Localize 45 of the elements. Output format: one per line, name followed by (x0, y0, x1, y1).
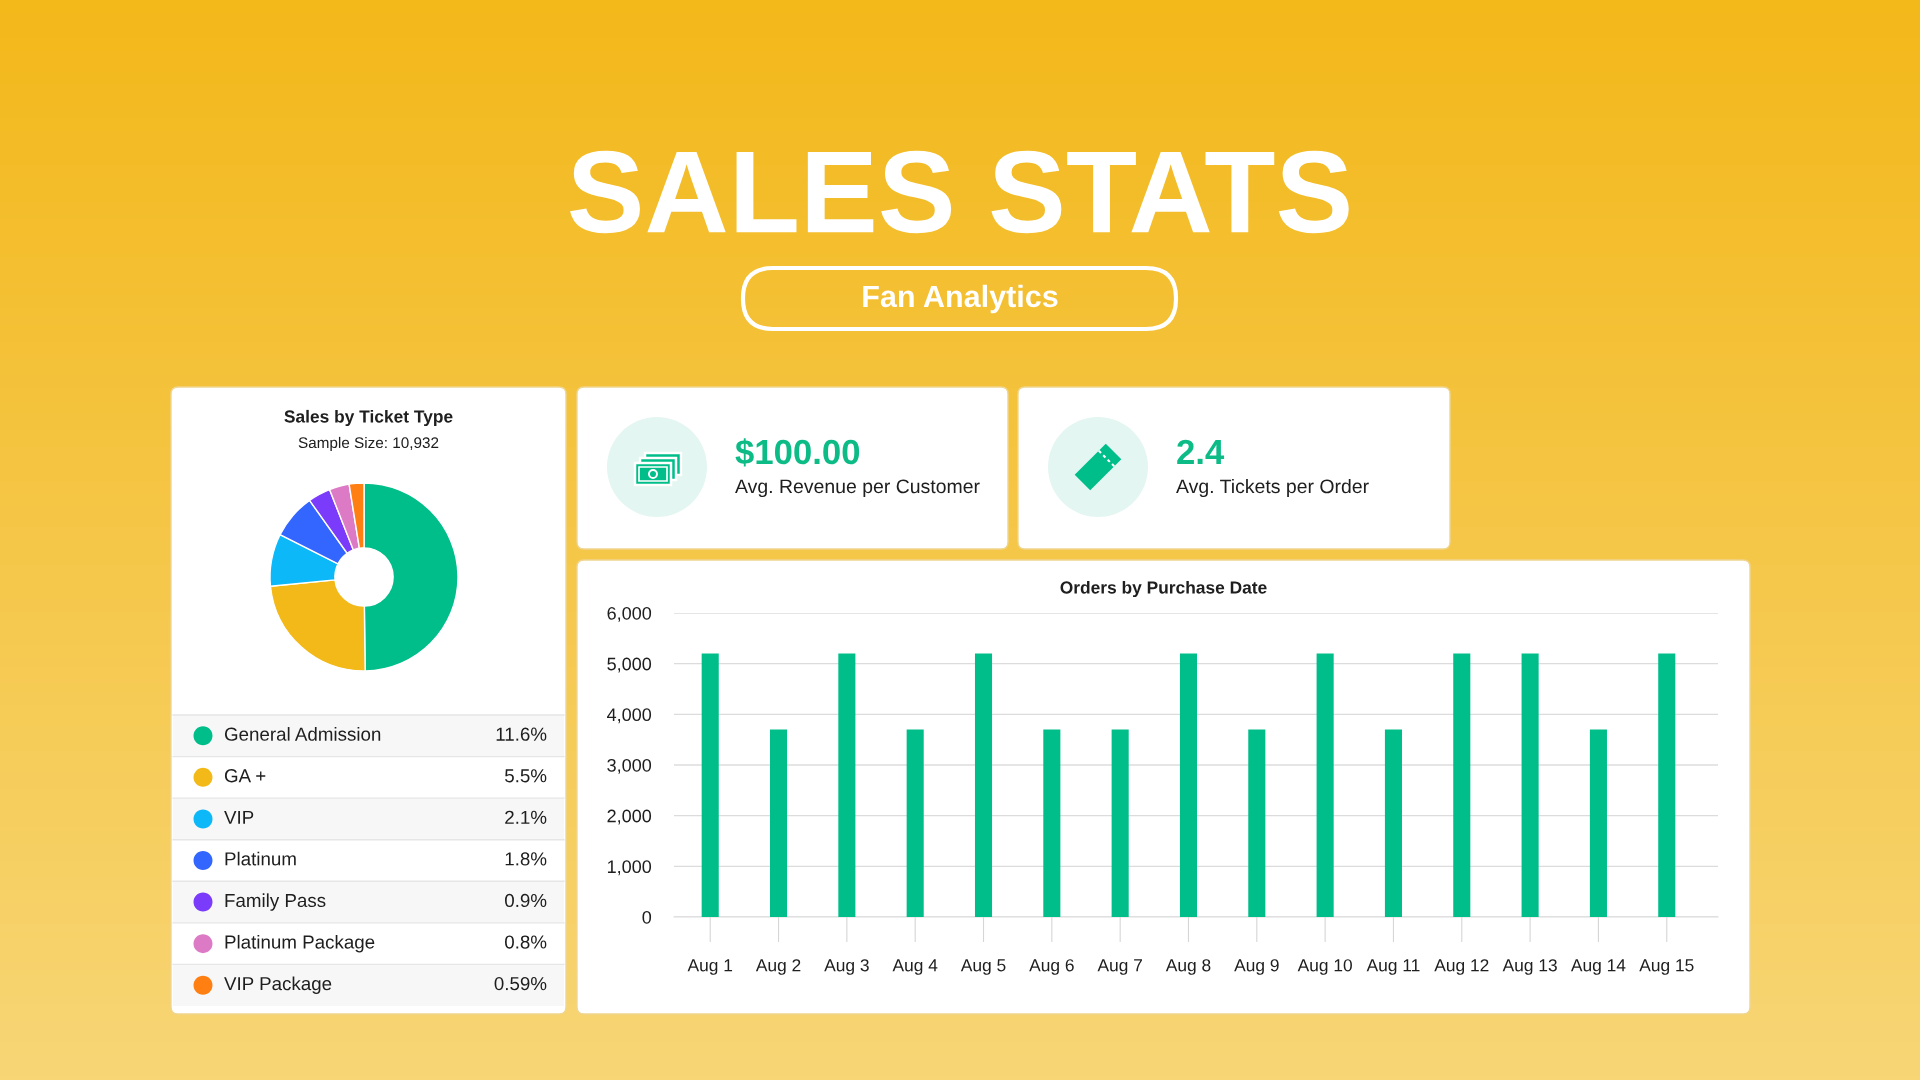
text: Fan Analytics (863, 284, 1058, 314)
x-tick-label: Aug 11 (1366, 959, 1420, 975)
data-label: 0.59% (494, 976, 547, 991)
y-tick-label: 2,000 (607, 809, 652, 825)
y-tick-label: 0 (642, 910, 652, 924)
text: $100.00 (735, 438, 860, 467)
data-label: 0.8% (505, 935, 547, 949)
data-label: 0.9% (505, 893, 547, 908)
chart-title: Orders by Purchase Date (1060, 580, 1267, 598)
data-label: 5.5% (505, 769, 547, 783)
x-tick-label: Aug 15 (1639, 959, 1694, 975)
x-tick-label: Aug 3 (824, 959, 869, 975)
text: 2.4 (1177, 439, 1225, 464)
legend-label: Platinum Package (225, 934, 375, 953)
text: Avg. Tickets per Order (1176, 478, 1369, 498)
x-tick-label: Aug 8 (1165, 959, 1211, 975)
text: Sample Size: 10,932 (298, 436, 439, 452)
y-tick-label: 6,000 (607, 606, 652, 622)
data-label: 2.1% (505, 810, 547, 824)
text: Avg. Revenue per Customer (735, 479, 980, 498)
x-tick-label: Aug 2 (755, 959, 801, 975)
legend-label: General Admission (224, 727, 381, 741)
legend-label: VIP Package (224, 976, 332, 994)
x-tick-label: Aug 9 (1234, 959, 1279, 975)
x-tick-label: Aug 13 (1502, 959, 1557, 975)
x-tick-label: Aug 14 (1570, 959, 1626, 975)
data-label: 11.6% (496, 727, 547, 741)
x-tick-label: Aug 6 (1029, 959, 1074, 975)
legend-label: Platinum (225, 851, 296, 866)
data-label: 1.8% (505, 852, 547, 866)
x-tick-label: Aug 12 (1434, 959, 1489, 975)
y-tick-label: 3,000 (607, 758, 652, 774)
legend-label: Family Pass (225, 893, 326, 911)
text: SALES STATS (570, 150, 1349, 234)
legend-label: VIP (224, 810, 254, 824)
x-tick-label: Aug 10 (1297, 959, 1352, 975)
x-tick-label: Aug 5 (960, 959, 1006, 975)
x-tick-label: Aug 1 (687, 959, 733, 975)
x-tick-label: Aug 7 (1097, 959, 1142, 975)
legend-label: GA + (224, 769, 266, 783)
y-tick-label: 4,000 (607, 708, 652, 724)
y-tick-label: 1,000 (607, 860, 652, 876)
y-tick-label: 5,000 (607, 657, 652, 673)
text: Sales by Ticket Type (284, 409, 453, 427)
x-tick-label: Aug 4 (892, 959, 938, 975)
